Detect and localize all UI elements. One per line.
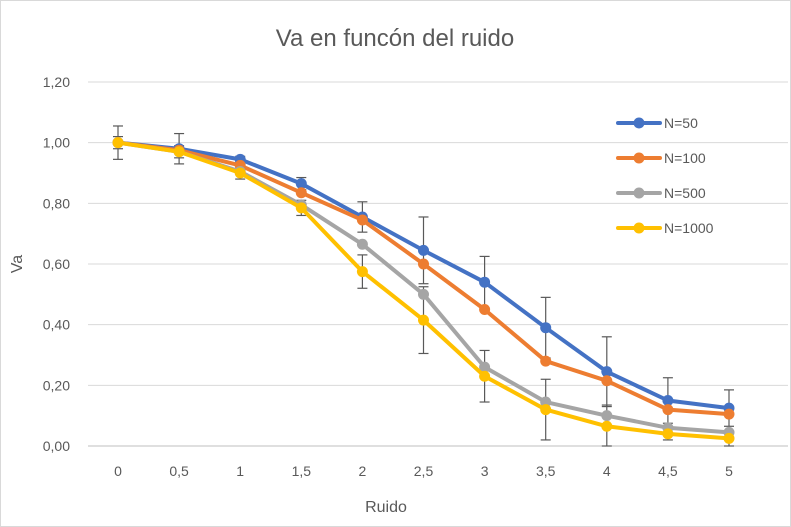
data-point-n-1000 — [234, 167, 246, 179]
data-point-n-100 — [662, 404, 674, 416]
data-point-n-100 — [601, 375, 613, 387]
data-point-n-1000 — [112, 137, 124, 149]
data-point-n-100 — [479, 304, 491, 315]
data-point-n-1000 — [662, 428, 674, 440]
legend-item: N=1000 — [616, 220, 714, 236]
y-tick-label: 0,60 — [43, 256, 70, 272]
x-tick-label: 4,5 — [658, 463, 678, 479]
x-axis-title: Ruido — [365, 499, 407, 516]
data-point-n-1000 — [295, 202, 307, 214]
legend-item: N=500 — [616, 185, 706, 201]
data-point-n-50 — [662, 395, 674, 406]
legend-label: N=500 — [664, 185, 706, 201]
legend-label: N=50 — [664, 115, 698, 131]
data-point-n-500 — [601, 410, 613, 422]
data-point-n-50 — [418, 244, 429, 256]
y-axis-title: Va — [9, 255, 26, 273]
legend-item: N=50 — [616, 115, 698, 131]
x-tick-label: 4 — [603, 463, 611, 479]
y-tick-label: 1,00 — [43, 135, 70, 151]
y-tick-label: 1,20 — [43, 74, 70, 90]
data-point-n-1000 — [540, 404, 552, 416]
y-tick-label: 0,80 — [43, 195, 70, 211]
data-point-n-1000 — [418, 314, 429, 326]
legend-label: N=100 — [664, 150, 706, 166]
data-point-n-50 — [540, 322, 552, 334]
data-point-n-500 — [418, 288, 429, 300]
data-point-n-500 — [540, 396, 552, 408]
x-tick-label: 1,5 — [292, 463, 312, 479]
y-tick-label: 0,20 — [43, 377, 70, 393]
y-axis-ticks: 0,00 0,20 0,40 0,60 0,80 1,00 1,20 — [43, 74, 70, 454]
data-point-n-100 — [723, 408, 735, 420]
data-point-n-1000 — [173, 146, 185, 158]
data-point-n-100 — [540, 355, 552, 367]
chart-title: Va en funcón del ruido — [276, 25, 514, 52]
data-point-n-50 — [295, 178, 307, 190]
data-point-n-100 — [356, 214, 368, 226]
x-tick-label: 0 — [114, 463, 122, 479]
legend-label: N=1000 — [664, 220, 714, 236]
data-point-n-50 — [601, 366, 613, 378]
legend-swatch-marker — [633, 117, 645, 129]
data-point-n-1000 — [723, 432, 735, 444]
legend-item: N=100 — [616, 150, 706, 166]
gridlines — [88, 81, 788, 447]
x-tick-label: 2,5 — [414, 463, 434, 479]
series-group — [112, 137, 735, 444]
x-tick-label: 0,5 — [169, 463, 189, 479]
legend-swatch-marker — [633, 222, 645, 234]
data-point-n-1000 — [356, 266, 368, 278]
legend: N=50 N=100 N=500 N=1000 — [616, 115, 714, 236]
data-point-n-1000 — [479, 370, 491, 382]
data-point-n-1000 — [601, 420, 613, 432]
x-axis-ticks: 0 0,5 1 1,5 2 2,5 3 3,5 4 4,5 5 — [114, 463, 733, 479]
data-point-n-50 — [479, 276, 491, 288]
x-tick-label: 3,5 — [536, 463, 556, 479]
x-tick-label: 1 — [236, 463, 244, 479]
legend-swatch-marker — [633, 187, 645, 199]
y-tick-label: 0,40 — [43, 317, 70, 333]
data-point-n-500 — [356, 238, 368, 250]
x-tick-label: 3 — [481, 463, 489, 479]
data-point-n-100 — [295, 187, 307, 199]
data-point-n-100 — [418, 258, 429, 270]
legend-swatch-marker — [633, 152, 645, 164]
x-tick-label: 2 — [359, 463, 367, 479]
data-point-n-500 — [479, 361, 491, 373]
x-tick-label: 5 — [725, 463, 733, 479]
y-tick-label: 0,00 — [43, 438, 70, 454]
